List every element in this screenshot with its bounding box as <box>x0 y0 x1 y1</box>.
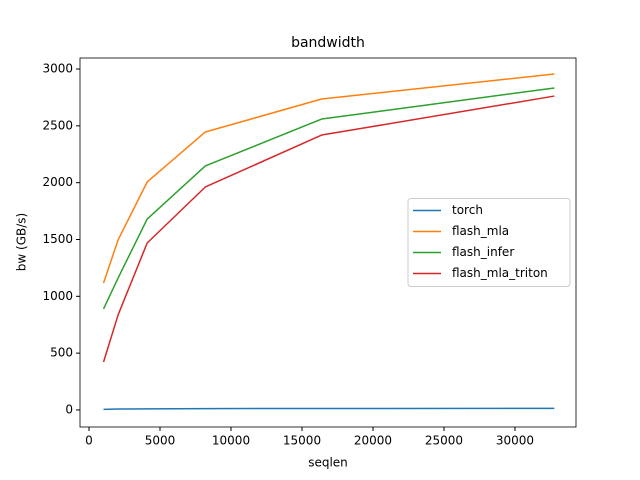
axes-frame <box>79 57 577 428</box>
y-tick-label: 2000 <box>42 175 73 189</box>
x-tick-label: 0 <box>85 434 93 448</box>
legend-label: flash_mla <box>452 224 509 238</box>
y-tick-label: 1500 <box>42 232 73 246</box>
legend-label: torch <box>452 203 483 217</box>
x-axis-label: seqlen <box>308 456 348 470</box>
x-tick-label: 30000 <box>496 434 534 448</box>
series-line <box>102 73 555 284</box>
chart-title: bandwidth <box>291 35 365 51</box>
x-tick-label: 25000 <box>425 434 463 448</box>
x-tick-label: 5000 <box>145 434 176 448</box>
x-tick-label: 15000 <box>283 434 321 448</box>
x-tick-label: 10000 <box>212 434 250 448</box>
series-line <box>103 407 555 411</box>
y-tick-label: 1000 <box>42 289 73 303</box>
y-tick-label: 2500 <box>42 118 73 132</box>
series-line <box>102 87 555 310</box>
y-tick-label: 3000 <box>42 62 73 76</box>
y-tick-label: 500 <box>50 346 73 360</box>
legend-label: flash_infer <box>452 245 514 259</box>
legend-label: flash_mla_triton <box>452 266 548 280</box>
y-tick-label: 0 <box>65 402 73 416</box>
y-axis-label: bw (GB/s) <box>15 213 29 271</box>
series-line <box>102 95 555 363</box>
x-tick-label: 20000 <box>354 434 392 448</box>
legend-box <box>407 198 571 287</box>
